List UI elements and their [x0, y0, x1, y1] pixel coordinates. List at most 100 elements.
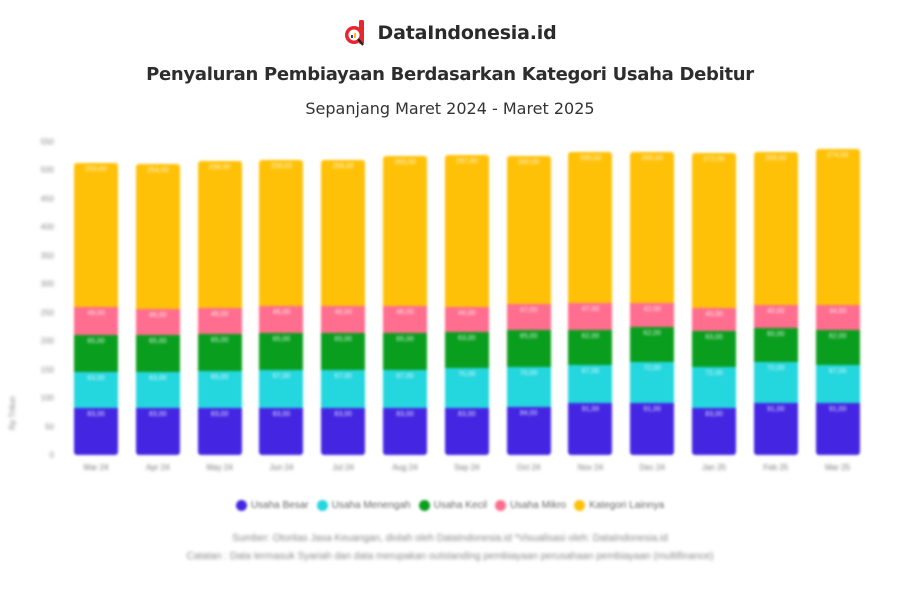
- bar-segment-kategori-lainnya: 265,00: [383, 155, 427, 307]
- bar-segment-kategori-lainnya: 258,00: [321, 159, 366, 307]
- bar-segment-usaha-besar: 83,00: [74, 407, 118, 455]
- x-tick-label: Jan 25: [701, 463, 727, 472]
- chart-title: Penyaluran Pembiayaan Berdasarkan Katego…: [146, 64, 754, 85]
- bar-segment-kategori-lainnya: 260,00: [506, 155, 551, 304]
- bar-segment-usaha-mikro: 46,00: [383, 306, 427, 333]
- data-label: 84,00: [519, 410, 538, 418]
- bar-segment-usaha-menengah: 67,00: [568, 365, 613, 404]
- bar-segment-usaha-besar: 91,00: [815, 403, 860, 455]
- bar-segment-usaha-kecil: 62,00: [630, 326, 675, 363]
- bar-segment-usaha-kecil: 65,00: [259, 332, 304, 370]
- data-label: 91,00: [828, 406, 847, 414]
- bar-segment-usaha-menengah: 67,00: [815, 365, 860, 404]
- data-label: 83,00: [458, 410, 476, 418]
- data-label: 83,00: [210, 410, 229, 418]
- data-label: 253,00: [85, 166, 107, 174]
- bar-feb-25: 91,00 72,00 60,00 40,00 269,00: [753, 152, 798, 455]
- data-label: 65,00: [334, 335, 352, 343]
- data-label: 65,00: [519, 333, 538, 341]
- data-label: 258,00: [270, 162, 293, 170]
- legend-item-usaha-mikro[interactable]: Usaha Mikro: [494, 500, 566, 511]
- bar-mar-25: 91,00 67,00 62,00 44,00 274,00: [815, 148, 860, 455]
- data-label: 46,00: [396, 309, 414, 317]
- brand-header: DataIndonesia.id: [0, 20, 900, 46]
- x-tick-label: Dec 24: [639, 463, 665, 472]
- bar-segment-usaha-kecil: 63,00: [692, 330, 736, 367]
- y-tick-label: 550: [40, 137, 54, 147]
- data-label: 258,00: [332, 162, 354, 170]
- data-label: 40,00: [767, 308, 785, 316]
- x-tick-label: Nov 24: [577, 463, 604, 472]
- bar-segment-usaha-mikro: 42,00: [630, 303, 675, 327]
- data-label: 258,00: [208, 163, 231, 171]
- data-label: 49,00: [87, 310, 105, 318]
- data-label: 83,00: [705, 410, 723, 418]
- data-label: 62,00: [581, 332, 600, 340]
- x-tick-label: Oct 24: [516, 463, 541, 472]
- data-label: 40,00: [705, 311, 723, 319]
- bar-segment-usaha-menengah: 70,00: [444, 367, 489, 408]
- legend-item-kategori-lainnya[interactable]: Kategori Lainnya: [574, 500, 664, 511]
- x-tick-label: Jun 24: [269, 463, 294, 472]
- bar-segment-usaha-besar: 91,00: [630, 403, 675, 455]
- bar-segment-usaha-mikro: 44,00: [815, 304, 860, 330]
- bar-segment-kategori-lainnya: 274,00: [815, 148, 860, 305]
- data-label: 63,00: [458, 335, 476, 343]
- bar-mar-24: 83,00 63,00 65,00 49,00 253,00: [74, 163, 118, 455]
- bar-segment-usaha-menengah: 63,00: [135, 371, 180, 408]
- data-label: 67,00: [272, 372, 291, 380]
- legend-item-usaha-menengah[interactable]: Usaha Menengah: [316, 500, 411, 511]
- y-tick-label: 50: [45, 422, 54, 432]
- y-tick-label: 500: [40, 165, 54, 175]
- data-label: 265,00: [394, 158, 416, 166]
- data-label: 46,00: [210, 310, 229, 318]
- y-tick-label: 100: [40, 393, 54, 403]
- bar-segment-usaha-mikro: 46,00: [197, 307, 242, 334]
- x-tick-label: Feb 25: [763, 463, 789, 472]
- legend-label: Usaha Menengah: [331, 500, 411, 511]
- x-tick-label: Sep 24: [454, 463, 480, 472]
- data-label: 83,00: [149, 410, 167, 418]
- data-label: 63,00: [87, 374, 105, 382]
- legend-swatch-icon: [494, 500, 506, 511]
- data-label: 83,00: [272, 410, 291, 418]
- bar-segment-usaha-menengah: 67,00: [259, 369, 304, 408]
- data-label: 265,00: [579, 155, 602, 163]
- data-label: 70,00: [458, 370, 476, 378]
- data-label: 46,00: [272, 309, 291, 317]
- bar-segment-usaha-kecil: 65,00: [74, 334, 118, 372]
- bar-jan-25: 83,00 72,00 63,00 40,00 272,00: [692, 153, 736, 455]
- bar-segment-usaha-mikro: 47,00: [506, 303, 551, 331]
- dataindonesia-logo-icon: [344, 20, 368, 46]
- bar-segment-usaha-kecil: 63,00: [444, 332, 489, 368]
- legend-item-usaha-kecil[interactable]: Usaha Kecil: [418, 500, 487, 511]
- bar-segment-usaha-menengah: 72,00: [692, 366, 736, 408]
- legend-label: Usaha Kecil: [433, 500, 487, 511]
- data-label: 72,00: [705, 369, 723, 377]
- bar-segment-kategori-lainnya: 258,00: [197, 160, 242, 308]
- bar-segment-usaha-besar: 84,00: [506, 407, 551, 455]
- legend-item-usaha-besar[interactable]: Usaha Besar: [235, 500, 309, 511]
- x-tick-label: Apr 24: [146, 463, 170, 472]
- y-tick-label: 200: [40, 336, 54, 346]
- x-tick-label: Jul 24: [332, 463, 354, 472]
- y-tick-label: 450: [40, 194, 54, 204]
- bar-segment-usaha-mikro: 46,00: [321, 306, 366, 333]
- legend-label: Kategori Lainnya: [589, 500, 665, 511]
- x-tick-label: Mar 24: [83, 463, 109, 472]
- legend-swatch-icon: [574, 500, 586, 511]
- legend-swatch-icon: [316, 500, 328, 511]
- bar-oct-24: 84,00 70,00 65,00 47,00 260,00: [506, 155, 551, 455]
- bar-dec-24: 91,00 72,00 62,00 42,00 265,00: [630, 152, 675, 455]
- data-label: 91,00: [581, 406, 600, 414]
- bar-segment-usaha-menengah: 70,00: [506, 367, 551, 408]
- bar-nov-24: 91,00 67,00 62,00 47,00 265,00: [568, 152, 613, 455]
- legend-label: Usaha Besar: [250, 500, 309, 511]
- y-axis-title: Rp Triliun: [8, 396, 17, 430]
- bar-jul-24: 83,00 67,00 65,00 46,00 258,00: [321, 159, 366, 455]
- data-label: 62,00: [643, 329, 661, 337]
- y-tick-label: 300: [40, 279, 54, 289]
- bar-segment-usaha-menengah: 72,00: [753, 362, 798, 404]
- bar-segment-usaha-besar: 91,00: [753, 403, 798, 455]
- bar-segment-kategori-lainnya: 267,00: [444, 155, 489, 308]
